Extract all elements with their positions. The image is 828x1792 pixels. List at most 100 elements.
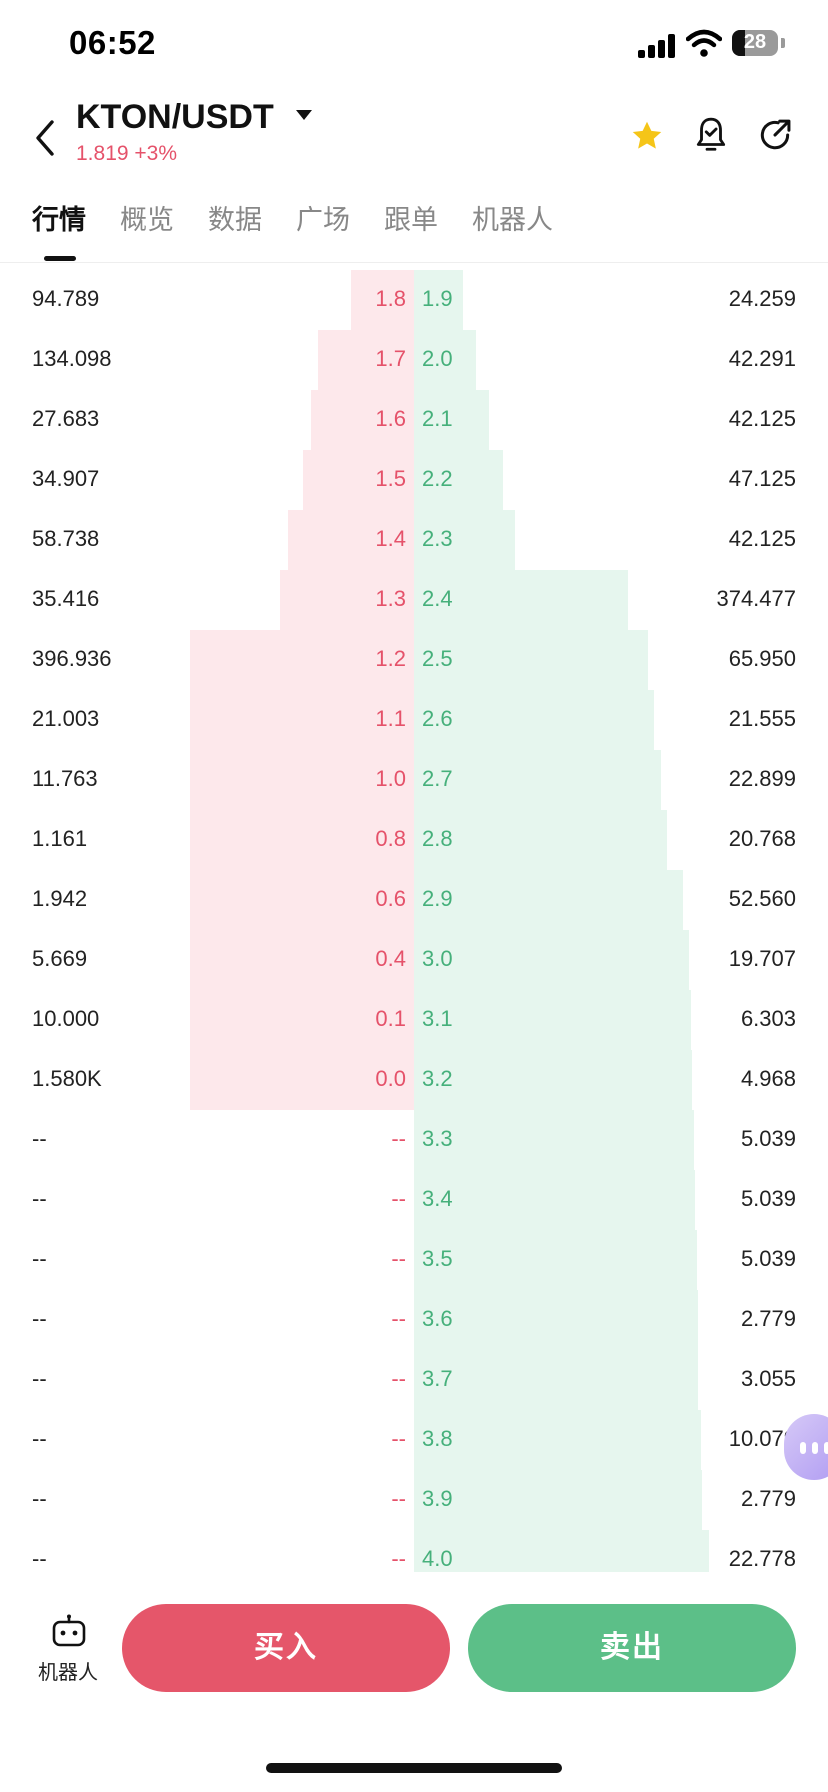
orderbook-row[interactable]: 27.683 1.6 2.1 42.125 <box>0 390 828 450</box>
bid-amount: 94.789 <box>32 286 100 311</box>
wifi-icon <box>686 29 722 57</box>
bid-price: 0.8 <box>375 826 406 851</box>
tab-robot[interactable]: 机器人 <box>472 205 553 235</box>
ask-amount: 3.055 <box>740 1366 796 1391</box>
bid-depth-bar <box>190 1050 414 1110</box>
orderbook-row[interactable]: -- -- 3.8 10.079 <box>0 1410 828 1470</box>
ask-price: 2.9 <box>422 886 453 911</box>
ask-depth-bar <box>414 1470 703 1530</box>
ask-price: 3.8 <box>422 1426 453 1451</box>
orderbook-row[interactable]: 58.738 1.4 2.3 42.125 <box>0 510 828 570</box>
bid-amount: -- <box>32 1426 47 1451</box>
ask-price: 2.7 <box>422 766 453 791</box>
ask-amount: 19.707 <box>728 946 796 971</box>
orderbook-row[interactable]: -- -- 3.6 2.779 <box>0 1290 828 1350</box>
robot-label[interactable]: 机器人 <box>38 1662 98 1684</box>
bid-amount: -- <box>32 1246 47 1271</box>
ask-amount: 65.950 <box>728 646 796 671</box>
ask-depth-bar <box>414 1050 693 1110</box>
share-icon[interactable] <box>756 116 794 154</box>
status-time: 06:52 <box>69 24 156 61</box>
ask-amount: 21.555 <box>728 706 796 731</box>
orderbook-row[interactable]: -- -- 3.5 5.039 <box>0 1230 828 1290</box>
bid-price: 1.5 <box>375 466 406 491</box>
tab-overview[interactable]: 概览 <box>120 205 174 235</box>
ask-price: 3.6 <box>422 1306 453 1331</box>
bid-amount: 58.738 <box>32 526 100 551</box>
ask-price: 3.1 <box>422 1006 453 1031</box>
ask-amount: 5.039 <box>740 1186 796 1211</box>
ask-price: 3.4 <box>422 1186 453 1211</box>
ask-price: 4.0 <box>422 1546 453 1571</box>
orderbook-row[interactable]: 94.789 1.8 1.9 24.259 <box>0 270 828 330</box>
ask-price: 2.3 <box>422 526 453 551</box>
ask-depth-bar <box>414 1170 696 1230</box>
robot-icon[interactable] <box>50 1614 88 1648</box>
bid-price: -- <box>391 1366 406 1391</box>
floating-assistant-button[interactable] <box>784 1414 828 1480</box>
bid-price: -- <box>391 1186 406 1211</box>
bid-depth-bar <box>302 450 414 510</box>
ask-amount: 2.779 <box>740 1306 796 1331</box>
orderbook-row[interactable]: 1.161 0.8 2.8 20.768 <box>0 810 828 870</box>
orderbook-row[interactable]: 11.763 1.0 2.7 22.899 <box>0 750 828 810</box>
ask-depth-bar <box>414 930 689 990</box>
tab-data[interactable]: 数据 <box>208 205 262 235</box>
ask-amount: 2.779 <box>740 1486 796 1511</box>
ask-depth-bar <box>414 1290 698 1350</box>
orderbook-row[interactable]: -- -- 3.7 3.055 <box>0 1350 828 1410</box>
divider <box>0 262 828 263</box>
orderbook-row[interactable]: -- -- 4.0 22.778 <box>0 1530 828 1572</box>
bid-amount: 1.161 <box>32 826 88 851</box>
bid-amount: 35.416 <box>32 586 100 611</box>
bid-price: 0.0 <box>375 1066 406 1091</box>
orderbook-row[interactable]: 1.942 0.6 2.9 52.560 <box>0 870 828 930</box>
orderbook-row[interactable]: -- -- 3.4 5.039 <box>0 1170 828 1230</box>
signal-icon <box>638 34 678 58</box>
orderbook-row[interactable]: 5.669 0.4 3.0 19.707 <box>0 930 828 990</box>
orderbook-row[interactable]: 1.580K 0.0 3.2 4.968 <box>0 1050 828 1110</box>
bid-price: 0.1 <box>375 1006 406 1031</box>
ask-price: 2.8 <box>422 826 453 851</box>
star-icon[interactable] <box>628 118 666 154</box>
tab-copy-trading[interactable]: 跟单 <box>384 205 438 235</box>
sell-button[interactable]: 卖出 <box>468 1604 796 1692</box>
pair-title[interactable]: KTON/USDT <box>76 98 274 136</box>
ask-depth-bar <box>414 1350 699 1410</box>
bid-price: 1.7 <box>375 346 406 371</box>
back-button[interactable] <box>30 118 62 158</box>
ask-depth-bar <box>414 870 683 930</box>
bid-depth-bar <box>190 990 414 1050</box>
tab-market[interactable]: 行情 <box>32 205 86 235</box>
orderbook-row[interactable]: 34.907 1.5 2.2 47.125 <box>0 450 828 510</box>
bid-amount: 1.580K <box>32 1066 102 1091</box>
orderbook-row[interactable]: 21.003 1.1 2.6 21.555 <box>0 690 828 750</box>
bell-check-icon[interactable] <box>692 114 730 156</box>
ask-amount: 5.039 <box>740 1246 796 1271</box>
bid-price: 0.4 <box>375 946 406 971</box>
orderbook-row[interactable]: 35.416 1.3 2.4 374.477 <box>0 570 828 630</box>
bid-amount: -- <box>32 1486 47 1511</box>
ask-price: 2.4 <box>422 586 453 611</box>
buy-button[interactable]: 买入 <box>122 1604 450 1692</box>
orderbook-row[interactable]: 134.098 1.7 2.0 42.291 <box>0 330 828 390</box>
bid-amount: -- <box>32 1306 47 1331</box>
tab-square[interactable]: 广场 <box>296 205 350 235</box>
ask-amount: 22.778 <box>728 1546 796 1571</box>
bid-depth-bar <box>311 390 414 450</box>
orderbook-row[interactable]: 10.000 0.1 3.1 6.303 <box>0 990 828 1050</box>
orderbook-row[interactable]: -- -- 3.3 5.039 <box>0 1110 828 1170</box>
orderbook-row[interactable]: 396.936 1.2 2.5 65.950 <box>0 630 828 690</box>
bid-depth-bar <box>288 510 414 570</box>
ask-amount: 47.125 <box>728 466 796 491</box>
bid-amount: 11.763 <box>32 766 98 791</box>
ask-depth-bar <box>414 1410 702 1470</box>
bid-amount: 1.942 <box>32 886 88 911</box>
bid-price: -- <box>391 1426 406 1451</box>
ask-depth-bar <box>414 1530 710 1572</box>
bid-price: 1.8 <box>375 286 406 311</box>
bid-price: -- <box>391 1246 406 1271</box>
caret-down-icon[interactable] <box>295 108 313 122</box>
orderbook-row[interactable]: -- -- 3.9 2.779 <box>0 1470 828 1530</box>
bid-amount: 5.669 <box>32 946 88 971</box>
